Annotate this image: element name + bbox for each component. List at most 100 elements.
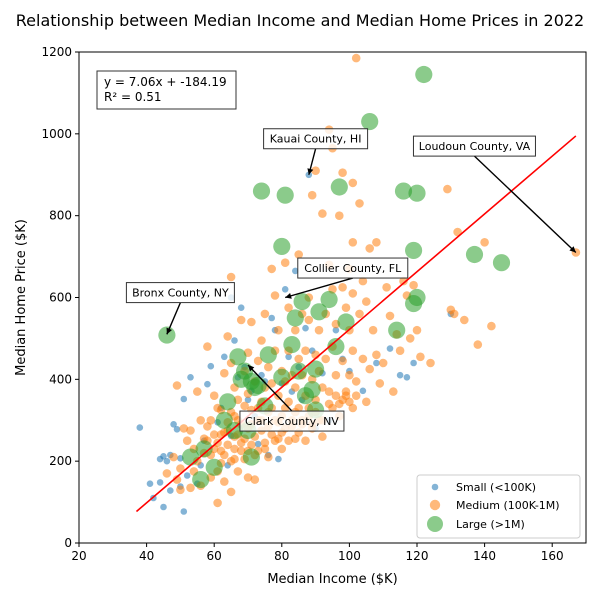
data-point <box>230 444 239 454</box>
annotation-arrowhead <box>166 327 172 335</box>
data-point <box>396 371 404 379</box>
data-point <box>314 325 324 335</box>
data-point <box>284 303 293 312</box>
data-point <box>389 387 398 396</box>
y-tick-label: 1200 <box>41 45 72 59</box>
data-point <box>180 395 188 403</box>
data-point <box>415 65 433 84</box>
data-point <box>285 353 292 361</box>
data-point <box>220 368 229 378</box>
data-point <box>395 346 405 355</box>
data-point <box>260 309 270 319</box>
data-point <box>219 393 237 411</box>
data-point <box>270 436 280 445</box>
data-point <box>221 353 228 361</box>
data-point <box>394 182 413 200</box>
y-tick-label: 400 <box>49 372 72 386</box>
data-point <box>373 359 380 367</box>
legend-marker-large <box>427 516 443 532</box>
data-point <box>264 452 273 462</box>
data-point <box>250 475 260 484</box>
annotation-arrowhead <box>248 365 255 372</box>
data-point <box>176 485 185 495</box>
r-squared-text: R² = 0.51 <box>104 90 162 104</box>
data-point <box>388 321 406 339</box>
data-point <box>170 421 177 428</box>
y-tick-label: 600 <box>49 291 72 305</box>
data-point <box>173 426 181 433</box>
data-point <box>286 309 304 327</box>
data-point <box>365 244 374 253</box>
data-point <box>226 272 236 282</box>
axes: 20 40 60 80 100 120 140 160 0 200 400 600 800 1000 120… <box>41 45 563 563</box>
data-point <box>237 304 245 312</box>
data-point <box>355 199 364 208</box>
data-point <box>183 472 191 479</box>
data-point <box>385 311 395 321</box>
data-point <box>274 391 283 400</box>
data-point <box>223 440 232 450</box>
data-point <box>186 426 195 435</box>
data-point <box>260 444 270 454</box>
data-point <box>473 340 483 349</box>
data-point <box>280 258 290 267</box>
data-point <box>204 380 211 388</box>
data-point <box>267 379 276 388</box>
data-point <box>426 358 435 368</box>
data-point <box>231 337 238 344</box>
data-point <box>146 480 154 488</box>
annotation-label: Clark County, NV <box>245 415 339 428</box>
data-point <box>338 395 347 405</box>
x-tick-label: 100 <box>338 549 361 563</box>
data-point <box>172 381 182 390</box>
data-point <box>254 440 262 448</box>
data-point <box>416 352 425 362</box>
data-point <box>293 293 311 311</box>
data-point <box>378 358 388 368</box>
data-point <box>348 346 358 355</box>
data-point <box>273 237 291 255</box>
chart-title: Relationship between Median Income and M… <box>16 11 584 30</box>
data-point <box>372 238 381 247</box>
data-point <box>330 178 348 196</box>
data-point <box>375 379 385 388</box>
data-point <box>335 211 344 220</box>
data-point <box>195 440 213 458</box>
data-point <box>492 254 511 272</box>
data-point <box>163 457 171 465</box>
data-point <box>460 315 469 325</box>
data-point <box>348 289 358 298</box>
series-3 <box>158 65 511 489</box>
data-point <box>465 245 484 264</box>
data-point <box>348 178 358 188</box>
data-point <box>362 297 371 306</box>
equation-box-frame <box>96 70 237 110</box>
data-point <box>136 424 144 431</box>
data-point <box>355 309 364 319</box>
data-point <box>291 383 300 392</box>
data-point <box>292 267 299 275</box>
data-point <box>226 487 236 497</box>
y-tick-label: 200 <box>49 454 72 468</box>
data-point <box>244 396 252 404</box>
data-point <box>399 276 408 286</box>
annotation-arrowhead <box>285 293 292 299</box>
equation-text: y = 7.06x + -184.19 <box>104 75 227 89</box>
data-point <box>270 291 280 300</box>
data-point <box>180 508 188 515</box>
data-point <box>318 432 327 441</box>
data-point <box>162 469 172 478</box>
data-point <box>327 338 345 356</box>
data-point <box>382 283 391 292</box>
data-point <box>274 325 283 335</box>
data-point <box>283 336 301 354</box>
data-point <box>331 391 341 400</box>
legend-marker-medium <box>429 499 441 511</box>
data-point <box>386 345 394 352</box>
data-point <box>236 438 246 448</box>
data-point <box>206 416 216 425</box>
data-point <box>260 438 270 448</box>
data-point <box>252 182 271 200</box>
data-point <box>158 326 176 344</box>
data-point <box>408 184 426 202</box>
